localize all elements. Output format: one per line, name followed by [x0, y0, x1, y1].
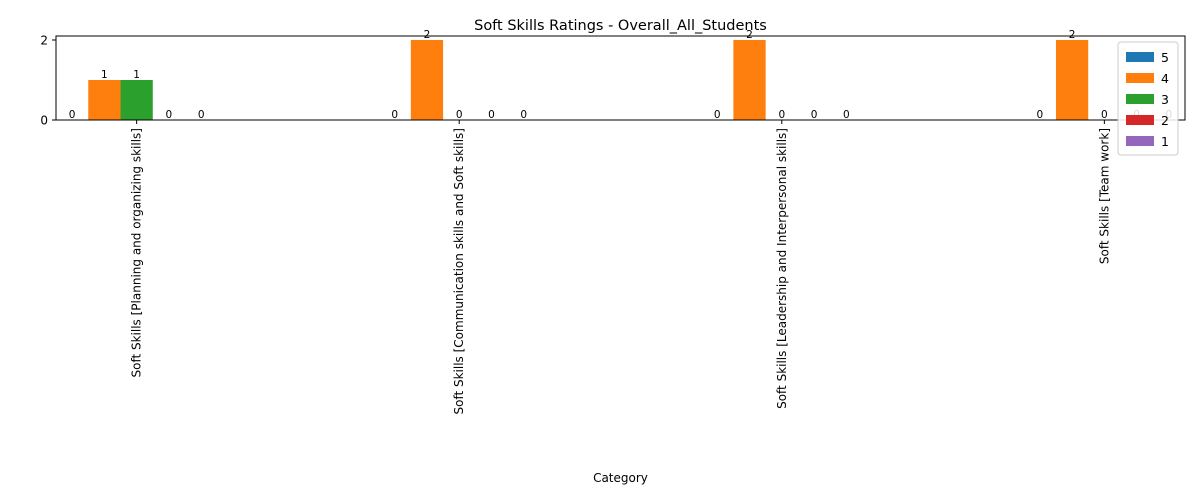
data-label: 0 [714, 109, 721, 121]
legend-swatch [1126, 52, 1154, 62]
data-label: 0 [843, 109, 850, 121]
bar-rating-3-category-1 [120, 80, 153, 120]
data-label: 0 [1101, 109, 1108, 121]
legend-label: 2 [1161, 113, 1169, 128]
legend: 5 4 3 2 1 [1117, 41, 1179, 156]
legend-label: 5 [1161, 50, 1169, 65]
bars-layer [88, 40, 1089, 120]
data-label: 1 [101, 69, 108, 81]
data-label: 2 [746, 29, 753, 41]
legend-label: 4 [1161, 71, 1169, 86]
data-label: 1 [133, 69, 140, 81]
x-tick-label: Soft Skills [Planning and organizing ski… [130, 128, 144, 377]
data-label: 0 [811, 109, 818, 121]
data-label: 0 [166, 109, 173, 121]
data-label: 2 [424, 29, 431, 41]
x-tick-label: Soft Skills [Team work] [1097, 128, 1111, 264]
data-label: 0 [520, 109, 527, 121]
data-label: 2 [1069, 29, 1076, 41]
data-label: 0 [69, 109, 76, 121]
bar-rating-4-category-1 [88, 80, 121, 120]
data-label: 0 [778, 109, 785, 121]
y-tick-label: 2 [40, 34, 48, 48]
data-label: 0 [198, 109, 205, 121]
x-axis-title: Category [593, 471, 648, 485]
data-label: 0 [1036, 109, 1043, 121]
data-label: 0 [488, 109, 495, 121]
y-tick-label: 0 [40, 114, 48, 128]
legend-swatch [1126, 94, 1154, 104]
data-label: 0 [456, 109, 463, 121]
legend-swatch [1126, 73, 1154, 83]
bar-rating-4-category-3 [733, 40, 766, 120]
data-label: 0 [391, 109, 398, 121]
x-tick-label: Soft Skills [Leadership and Interpersona… [775, 128, 789, 409]
legend-label: 3 [1161, 92, 1169, 107]
bar-rating-4-category-2 [410, 40, 444, 120]
chart-title: Soft Skills Ratings - Overall_All_Studen… [474, 18, 767, 34]
x-tick-label: Soft Skills [Communication skills and So… [452, 128, 466, 415]
legend-label: 1 [1161, 134, 1169, 149]
legend-swatch [1126, 136, 1154, 146]
legend-swatch [1126, 115, 1154, 125]
bar-rating-4-category-4 [1055, 40, 1089, 120]
plot-frame [55, 35, 1186, 121]
axes-layer: 0 2 Soft Skills [Planning and organizing s… [40, 34, 1186, 415]
